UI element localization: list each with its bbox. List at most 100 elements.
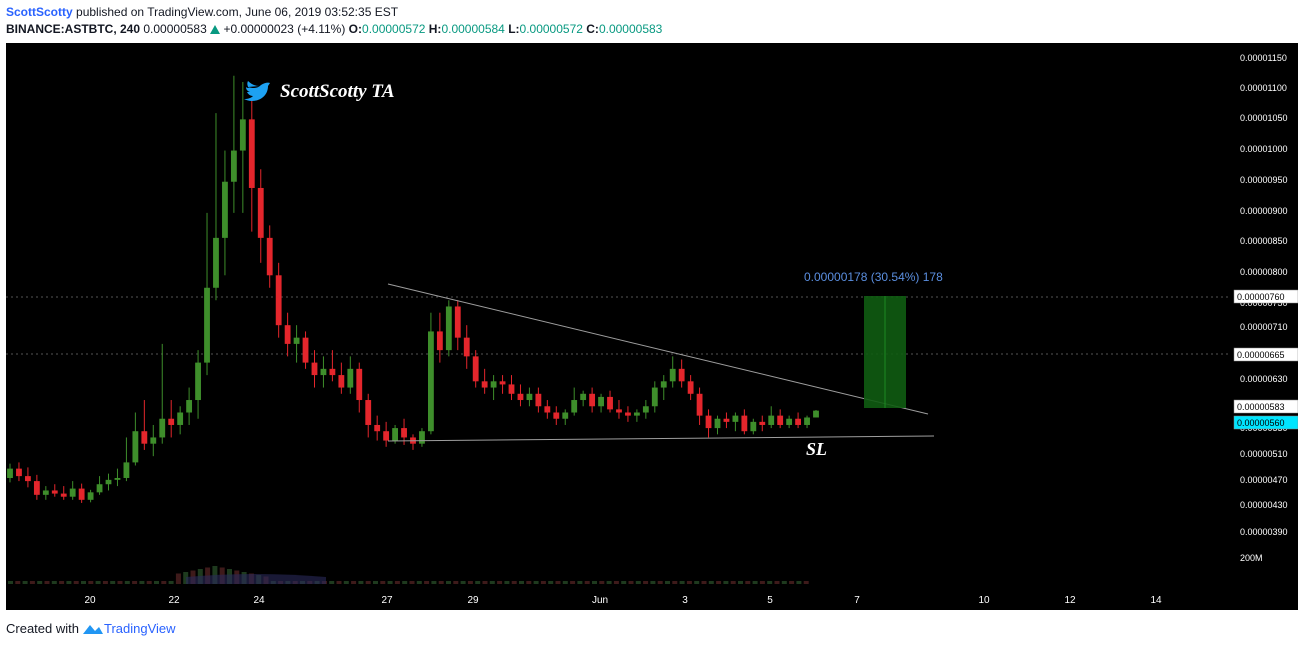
candle-body [553,412,560,419]
candle-body [96,484,103,493]
symbol-label: BINANCE:ASTBTC, 240 [6,22,141,36]
price-tag-label: 0.00000560 [1237,418,1285,428]
candle-body [508,384,515,394]
volume-bar [95,581,101,584]
candle-body [320,368,327,376]
volume-bar [657,581,663,584]
candle-body [598,396,604,407]
volume-bar [672,581,678,584]
candle-body [535,393,542,407]
volume-bar [343,581,349,584]
candle-body [696,393,703,416]
watermark-text: ScottScotty TA [280,81,395,102]
candle-body [204,287,210,363]
volume-bar [212,566,218,584]
open-value: 0.00000572 [362,22,426,36]
candle-body [248,119,255,188]
candle-body [401,428,407,438]
candle-body [239,119,246,151]
candle-body [275,275,282,326]
candle-body [177,412,184,425]
candle-body [302,337,309,363]
tradingview-link[interactable]: TradingView [103,621,176,636]
volume-bar [650,581,656,584]
x-tick-label: 7 [854,595,860,606]
y-tick-label: 0.00000630 [1240,374,1288,384]
y-tick-label: 0.00000510 [1240,449,1288,459]
volume-bar [73,581,79,584]
candle-body [123,462,130,478]
volume-bar [716,581,722,584]
volume-bar [562,581,568,584]
volume-bar [446,581,451,584]
volume-bar [577,581,583,584]
candle-body [571,400,578,413]
candle-body [284,325,291,344]
volume-bar [519,581,524,584]
volume-bar [599,581,605,584]
volume-bar [183,572,189,584]
volume-bar [803,581,809,584]
high-value: 0.00000584 [441,22,505,36]
candle-body [642,406,649,413]
author-link[interactable]: ScottScotty [6,5,73,19]
volume-bar [409,581,415,584]
volume-bar [29,581,35,584]
ohlc-legend: BINANCE:ASTBTC, 240 0.00000583 +0.000000… [6,22,662,36]
price-change: +0.00000023 (+4.11%) [223,22,346,36]
candle-body [454,306,461,338]
volume-bar [548,581,554,584]
volume-bar [745,581,751,584]
candle-body [33,481,40,495]
volume-bar [431,581,437,584]
price-chart[interactable]: 0.00001150 0.00001100 0.00001050 0.00001000… [6,43,1299,610]
volume-bar [402,581,408,584]
volume-bar [438,581,444,584]
candle-body [633,412,640,416]
volume-bar [37,581,43,584]
y-tick-label: 0.00001150 [1240,53,1287,63]
volume-bar [467,581,473,584]
y-tick-label: 0.00000900 [1240,206,1288,216]
candle-body [616,409,622,413]
chart-pane[interactable]: 0.00001150 0.00001100 0.00001050 0.00001000… [6,43,1299,610]
candle-body [517,393,524,401]
candle-body [795,418,801,425]
y-tick-label: 0.00000390 [1240,527,1288,537]
published-text: published on TradingView.com, June 06, 2… [76,5,399,19]
candle-body [114,477,121,480]
volume-bar [759,581,765,584]
volume-bar [694,581,700,584]
candle-body [42,490,49,495]
volume-bar [168,581,174,584]
volume-bar [708,581,714,584]
candle-body [213,237,219,288]
candle-body [365,400,372,425]
candle-body [813,410,819,418]
volume-bar [66,581,72,584]
volume-bar [380,581,386,584]
candle-body [60,493,67,497]
volume-bar [592,581,597,584]
volume-bar [110,581,116,584]
publish-info: ScottScotty published on TradingView.com… [6,5,398,19]
candle-body [311,362,318,376]
volume-bar [606,581,612,584]
y-tick-label: 0.00000800 [1240,267,1288,277]
candle-body [105,479,112,485]
volume-bar [154,581,159,584]
candle-body [329,368,336,376]
volume-bar [44,581,50,584]
volume-bar [526,581,532,584]
close-value: 0.00000583 [598,22,663,36]
volume-bar [59,581,65,584]
y-tick-label: 0.00001100 [1240,83,1287,93]
y-tick-label: 0.00000950 [1240,175,1288,185]
candle-body [69,488,76,497]
volume-bar [540,581,546,584]
candle-body [562,412,569,419]
x-tick-label: 29 [467,595,479,606]
candle-body [168,418,175,425]
candle-body [16,468,22,477]
candle-body [51,490,58,494]
